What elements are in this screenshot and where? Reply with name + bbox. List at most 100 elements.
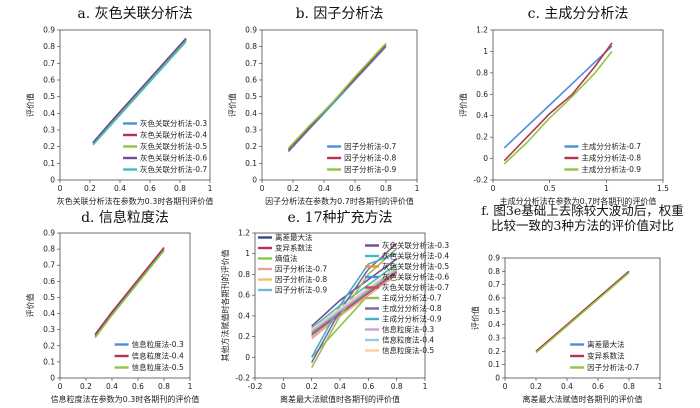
x-tick-label: 0 bbox=[491, 184, 496, 193]
legend-label: 信息粒度法-0.4 bbox=[382, 335, 434, 345]
panel-f bbox=[502, 257, 661, 381]
x-tick-label: 0.6 bbox=[592, 382, 604, 391]
panel-e bbox=[252, 232, 426, 381]
y-tick-label: 0.3 bbox=[245, 126, 257, 135]
legend-label: 因子分析法-0.9 bbox=[344, 164, 396, 174]
y-tick-label: 0.6 bbox=[488, 294, 500, 303]
legend-label: 灰色关联分析法-0.6 bbox=[140, 153, 207, 163]
legend-label: 变异系数法 bbox=[275, 243, 313, 253]
y-tick-label: 0 bbox=[50, 176, 55, 185]
series-line-15 bbox=[311, 267, 398, 332]
x-tick-label: -0.2 bbox=[248, 382, 263, 391]
series-line-14 bbox=[311, 268, 398, 333]
y-tick-label: 0.1 bbox=[488, 360, 500, 369]
panel-f-frame bbox=[504, 257, 661, 379]
legend-label: 熵值法 bbox=[275, 253, 298, 263]
y-tick-label: 0.4 bbox=[238, 311, 250, 320]
panel-a-title: a. 灰色关联分析法 bbox=[77, 5, 192, 22]
panel-d-title: d. 信息粒度法 bbox=[81, 209, 169, 226]
x-tick-label: 0.4 bbox=[561, 382, 573, 391]
y-tick-label: 0.7 bbox=[43, 59, 55, 68]
legend-label: 灰色关联分析法-0.7 bbox=[140, 164, 207, 174]
x-tick-label: 1 bbox=[423, 382, 428, 391]
legend-label: 主成分分析法-0.7 bbox=[382, 293, 442, 303]
legend-label: 信息粒度法-0.4 bbox=[132, 351, 184, 361]
legend-label: 灰色关联分析法-0.3 bbox=[382, 240, 449, 250]
x-tick-label: 1 bbox=[604, 184, 609, 193]
y-tick-label: 0.2 bbox=[488, 347, 500, 356]
x-tick-label: 0 bbox=[58, 382, 63, 391]
legend-label: 离差最大法 bbox=[275, 232, 313, 242]
series-line-4 bbox=[92, 41, 187, 146]
panel-f-title-line: f. 图3e基础上去除较大波动后，权重 bbox=[481, 203, 683, 218]
legend-label: 因子分析法-0.7 bbox=[344, 141, 396, 151]
x-tick-label: 1 bbox=[658, 382, 663, 391]
y-tick-label: 0.3 bbox=[488, 334, 500, 343]
x-tick-label: 1 bbox=[208, 184, 213, 193]
panel-c bbox=[490, 29, 664, 183]
y-axis-label: 评价值 bbox=[25, 294, 35, 318]
y-tick-label: 0.4 bbox=[245, 109, 257, 118]
x-tick-label: 1 bbox=[188, 382, 193, 391]
y-tick-label: 0.9 bbox=[488, 254, 500, 263]
y-tick-label: 0.6 bbox=[238, 291, 250, 300]
y-tick-label: -0.2 bbox=[473, 176, 488, 185]
x-tick-label: 1.5 bbox=[657, 184, 669, 193]
legend-label: 灰色关联分析法-0.5 bbox=[382, 261, 449, 271]
y-tick-label: 0.2 bbox=[238, 332, 250, 341]
x-tick-label: 0.6 bbox=[349, 184, 361, 193]
x-axis-label: 离差最大法赋值时各期刊的评价值 bbox=[280, 394, 400, 404]
x-tick-label: 0.2 bbox=[306, 382, 318, 391]
legend-label: 主成分分析法-0.8 bbox=[382, 303, 442, 313]
series-line-3 bbox=[311, 273, 398, 340]
panel-c-frame bbox=[492, 29, 664, 181]
y-tick-label: 1.2 bbox=[476, 26, 488, 35]
x-tick-label: 0 bbox=[503, 382, 508, 391]
y-tick-label: 0.1 bbox=[43, 357, 55, 366]
legend-label: 主成分分析法-0.9 bbox=[382, 314, 442, 324]
x-tick-label: 0.4 bbox=[318, 184, 330, 193]
legend-label: 信息粒度法-0.5 bbox=[382, 345, 434, 355]
y-tick-label: 0.8 bbox=[488, 267, 500, 276]
x-tick-label: 0.2 bbox=[530, 382, 542, 391]
series-line-11 bbox=[310, 247, 398, 368]
panel-a-frame bbox=[59, 29, 211, 181]
y-tick-label: 0.7 bbox=[488, 280, 500, 289]
legend-label: 主成分分析法-0.9 bbox=[581, 164, 641, 174]
x-tick-label: 0.8 bbox=[391, 382, 403, 391]
legend-label: 因子分析法-0.8 bbox=[275, 274, 327, 284]
x-tick-label: 0.2 bbox=[80, 382, 92, 391]
legend-label: 因子分析法-0.7 bbox=[275, 264, 327, 274]
x-tick-label: 0.8 bbox=[158, 382, 170, 391]
legend-label: 因子分析法-0.8 bbox=[344, 153, 396, 163]
legend-label: 信息粒度法-0.3 bbox=[132, 339, 184, 349]
panel-a bbox=[57, 29, 211, 183]
y-tick-label: 0.7 bbox=[43, 261, 55, 270]
x-tick-label: 0.4 bbox=[106, 382, 118, 391]
y-tick-label: 0.9 bbox=[43, 26, 55, 35]
legend-label: 主成分分析法-0.7 bbox=[581, 141, 641, 151]
x-axis-label: 信息粒度法在参数为0.3时各期刊的评价值 bbox=[51, 394, 200, 404]
series-line-12 bbox=[310, 242, 398, 363]
y-tick-label: 0.5 bbox=[43, 293, 55, 302]
series-line-0 bbox=[287, 46, 387, 153]
x-tick-label: 0.4 bbox=[114, 184, 126, 193]
x-axis-label: 主成分分析法在参数为0.7时各期刊的评价值 bbox=[500, 196, 657, 206]
panel-b-title: b. 因子分析法 bbox=[296, 6, 384, 22]
y-tick-label: 0.3 bbox=[43, 126, 55, 135]
y-tick-label: 0.4 bbox=[43, 309, 55, 318]
legend-label: 因子分析法-0.7 bbox=[587, 362, 639, 372]
series-line-2 bbox=[535, 272, 630, 354]
y-tick-label: 1 bbox=[245, 249, 250, 258]
legend-label: 灰色关联分析法-0.4 bbox=[382, 251, 449, 261]
y-tick-label: 0.3 bbox=[43, 325, 55, 334]
series-line-16 bbox=[311, 266, 398, 330]
legend-label: 信息粒度法-0.3 bbox=[382, 324, 434, 334]
x-tick-label: 0 bbox=[58, 184, 63, 193]
panel-e-title: e. 17种扩充方法 bbox=[288, 210, 393, 226]
y-tick-label: 0.9 bbox=[43, 229, 55, 238]
legend-label: 灰色关联分析法-0.3 bbox=[140, 118, 207, 128]
series-line-4 bbox=[311, 272, 398, 338]
x-tick-label: 0.8 bbox=[380, 184, 392, 193]
legend-label: 离差最大法 bbox=[587, 339, 625, 349]
